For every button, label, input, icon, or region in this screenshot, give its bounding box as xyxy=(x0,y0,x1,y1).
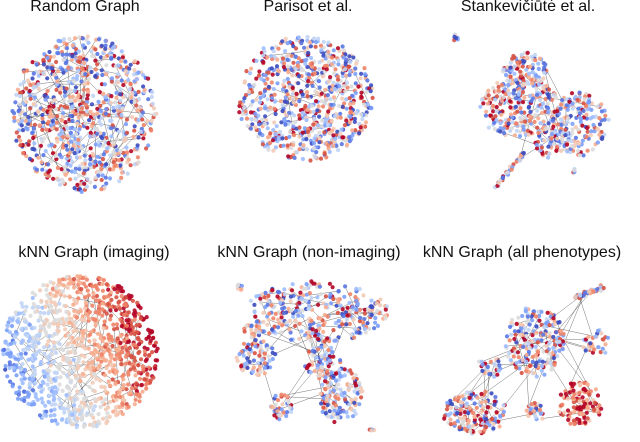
node-layer xyxy=(452,32,611,190)
panel-title-stankeviciute: Stankevičiūtė et al. xyxy=(460,0,596,15)
graph-panel-knn-imaging xyxy=(0,274,160,430)
node-layer xyxy=(237,34,375,163)
panel-title-knn-non-imaging: kNN Graph (non-imaging) xyxy=(217,244,401,261)
graph-panel-stankeviciute xyxy=(452,32,611,190)
node-layer xyxy=(10,34,159,194)
graph-panel-knn-non-imaging xyxy=(234,279,389,433)
panel-title-random-graph: Random Graph xyxy=(30,0,140,15)
node-layer xyxy=(234,279,389,433)
node-layer xyxy=(442,283,611,436)
panel-title-parisot: Parisot et al. xyxy=(263,0,353,15)
node-layer xyxy=(0,274,160,430)
graph-panel-random-graph xyxy=(10,34,159,194)
graph-panel-parisot xyxy=(237,34,375,163)
panel-title-knn-all: kNN Graph (all phenotypes) xyxy=(422,244,622,261)
graph-panel-knn-all xyxy=(442,283,611,436)
panel-title-knn-imaging: kNN Graph (imaging) xyxy=(18,244,170,261)
